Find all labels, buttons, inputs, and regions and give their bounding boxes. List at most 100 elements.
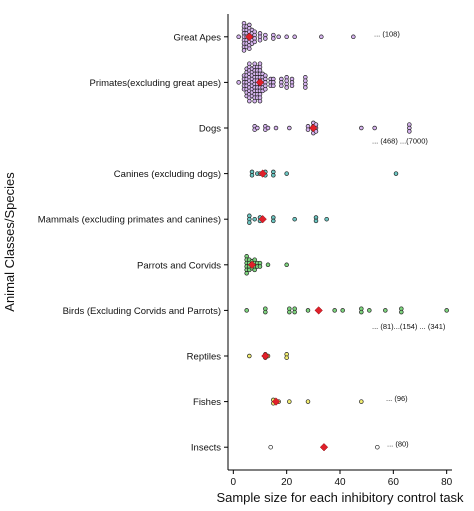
mean-marker [258,215,267,224]
mean-marker [255,78,265,87]
data-points [236,20,449,450]
category-label: Reptiles [187,352,222,363]
x-tick-label: 0 [231,477,237,488]
data-point [247,98,252,104]
data-point [292,216,297,222]
data-point [284,34,289,40]
data-point [263,36,268,41]
data-point [292,309,297,315]
outlier-annotation: ... (468) ...(7000) [372,137,428,146]
mean-markers [245,32,329,452]
data-point [287,309,292,315]
data-point [303,85,308,90]
data-point [359,309,364,315]
data-point [263,309,268,315]
data-point [257,98,263,104]
data-point [244,308,249,313]
x-tick-label: 80 [441,477,453,488]
data-point [359,125,364,131]
outlier-annotation: ... (80) [387,440,409,449]
data-point [252,267,257,273]
data-point [265,262,271,268]
data-point [399,309,404,315]
data-point [284,85,289,90]
mean-marker [271,397,281,406]
data-point [393,171,399,176]
data-point [284,171,289,176]
mean-marker [319,443,329,452]
category-label: Parrots and Corvids [137,260,221,271]
x-tick-label: 20 [281,477,293,488]
data-point [273,125,279,131]
mean-marker [314,306,323,315]
data-point [305,308,311,313]
axes: 0 20 40 60 80 Great Apes Primates(excluding gr… [38,14,453,488]
data-point [247,220,252,225]
data-point [249,173,255,178]
data-point [247,353,252,359]
data-point [236,34,241,40]
data-point [407,129,412,134]
data-point [268,444,273,450]
data-point [236,80,241,85]
data-point [271,83,276,89]
category-label: Primates(excluding great apes) [90,78,221,89]
data-point [257,264,263,269]
data-point [319,34,324,40]
data-point [271,173,276,178]
category-label: Fishes [193,397,221,408]
outlier-annotation: ... (108) [374,29,400,38]
data-point [263,86,268,92]
outlier-annotation: ... (81)...(154) ... (341) [372,322,446,331]
data-point [383,308,388,313]
data-point [271,218,276,224]
data-point [367,308,372,313]
data-point [372,125,377,131]
data-point [244,271,249,276]
data-point [305,127,311,132]
data-point [305,399,311,404]
category-label: Canines (excluding dogs) [114,169,221,180]
data-point [276,34,281,40]
category-label: Insects [191,443,221,454]
data-point [313,218,319,224]
data-point [289,83,295,89]
data-point [265,125,271,131]
data-point [324,216,329,222]
data-point [271,36,276,41]
y-axis-title: Animal Classes/Species [2,172,17,312]
mean-marker [245,32,254,41]
category-label: Mammals (excluding primates and canines) [38,215,221,226]
data-point [375,444,380,450]
category-label: Birds (Excluding Corvids and Parrots) [63,306,221,317]
data-point [252,98,257,104]
mean-marker [258,169,267,178]
data-point [247,46,252,51]
data-point [359,399,364,404]
outlier-annotation: ... (96) [386,394,408,403]
category-label: Dogs [199,124,221,135]
x-tick-label: 60 [388,477,400,488]
data-point [332,308,337,313]
data-point [287,399,292,404]
data-point [252,216,257,222]
annotations: ... (108) ... (468) ...(7000) ... (81)...(… [372,29,446,448]
x-axis-title: Sample size for each inhibitory control … [216,490,464,505]
data-point [287,125,292,131]
data-point [313,129,319,134]
mean-marker [309,123,318,133]
data-point [255,125,260,131]
category-label: Great Apes [173,32,221,43]
data-point [241,48,247,53]
data-point [351,34,356,40]
data-point [284,355,289,360]
data-point [257,37,263,43]
data-point [284,262,289,268]
mean-marker [261,351,270,361]
data-point [444,308,449,313]
x-tick-label: 40 [334,477,346,488]
data-point [252,39,257,45]
mean-marker [247,260,257,269]
